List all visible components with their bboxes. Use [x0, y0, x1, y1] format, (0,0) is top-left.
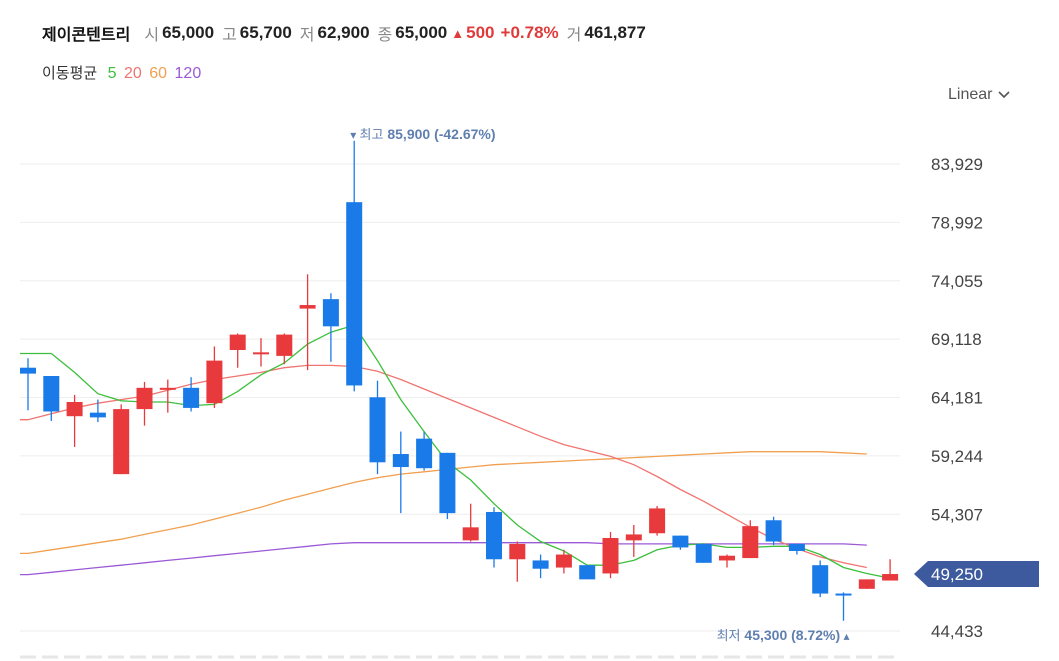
candle-up: [625, 534, 642, 541]
candle-up: [229, 334, 246, 350]
candle-down: [532, 560, 549, 569]
current-price-badge: [914, 561, 1039, 588]
y-tick-label: 64,181: [931, 389, 983, 408]
ma-title: 이동평균: [42, 64, 98, 82]
candle-down: [672, 535, 689, 548]
candle-up: [113, 409, 130, 475]
candle-up: [276, 334, 293, 356]
up-triangle-icon: ▲: [451, 25, 465, 41]
price-change-pct: +0.78%: [500, 23, 559, 42]
candle-up: [858, 579, 875, 589]
candle-up: [136, 387, 153, 410]
candle-down: [439, 452, 456, 514]
volume-label: 거: [566, 25, 582, 44]
candle-up: [509, 543, 526, 560]
candle-up: [66, 402, 83, 417]
open-price: 65,000: [162, 23, 215, 42]
quote-header: 제이콘텐트리 시 65,000 고 65,700 저 62,900 종 65,0…: [42, 20, 654, 46]
candle-down: [812, 565, 829, 594]
candle-up: [253, 352, 269, 355]
candle-up: [555, 554, 572, 568]
y-tick-label: 69,118: [931, 330, 982, 349]
candle-down: [392, 454, 409, 468]
open-label: 시: [144, 25, 160, 44]
high-price: 65,700: [239, 23, 292, 42]
candle-down: [43, 375, 60, 412]
candle-down: [20, 367, 36, 374]
candle-up: [159, 387, 176, 390]
candle-up: [742, 526, 759, 559]
low-label: 저: [299, 25, 315, 44]
ma-120-toggle[interactable]: 120: [174, 65, 202, 82]
close-label: 종: [377, 25, 393, 44]
max-annotation: ▾ 최고 85,900 (-42.67%): [350, 126, 495, 143]
candle-down: [835, 593, 852, 596]
candle-down: [695, 543, 712, 563]
current-price-label: 49,250: [931, 565, 983, 584]
candle-up: [602, 537, 619, 574]
y-tick-label: 59,244: [931, 447, 983, 466]
y-tick-label: 74,055: [931, 272, 983, 291]
min-annotation: 최저 45,300 (8.72%) ▴: [717, 627, 850, 644]
y-tick-label: 83,929: [931, 155, 983, 174]
candle-up: [462, 527, 479, 541]
candle-down: [369, 397, 386, 463]
candle-down: [346, 202, 363, 386]
candle-up: [882, 574, 899, 581]
chevron-down-icon: [998, 91, 1011, 99]
scale-select[interactable]: Linear: [948, 86, 1011, 104]
volume: 461,877: [584, 23, 646, 42]
close-price: 65,000: [395, 23, 448, 42]
y-tick-label: 54,307: [931, 505, 983, 524]
candle-up: [649, 508, 666, 534]
candle-up: [206, 360, 223, 404]
candle-down: [788, 543, 805, 551]
candle-down: [486, 511, 502, 560]
high-label: 고: [222, 25, 237, 44]
y-tick-label: 44,433: [931, 622, 983, 641]
low-price: 62,900: [317, 23, 370, 42]
candle-up: [719, 555, 735, 561]
price-change: 500: [466, 23, 495, 42]
moving-average-legend: 이동평균 5 20 60 120: [42, 62, 204, 83]
stock-name: 제이콘텐트리: [42, 25, 131, 44]
candle-down: [579, 565, 596, 580]
candle-up: [299, 305, 316, 309]
candle-down: [416, 438, 433, 469]
ma-20-toggle[interactable]: 20: [124, 65, 142, 82]
candle-down: [322, 299, 339, 327]
ma-5-toggle[interactable]: 5: [107, 65, 117, 82]
ma-60-line: [20, 451, 867, 555]
ma-60-toggle[interactable]: 60: [149, 65, 168, 82]
candle-down: [765, 520, 782, 542]
candle-down: [89, 412, 106, 418]
candle-down: [183, 387, 200, 408]
ma-120-line: [20, 542, 867, 576]
scale-select-value: Linear: [948, 86, 993, 103]
y-tick-label: 78,992: [931, 213, 983, 232]
